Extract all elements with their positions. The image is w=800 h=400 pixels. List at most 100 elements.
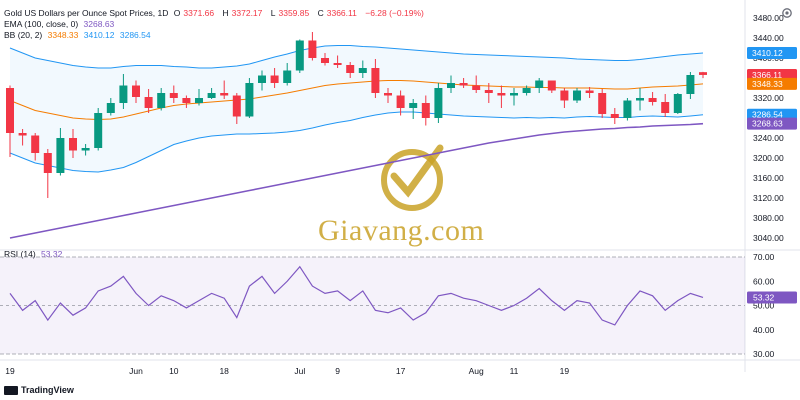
candle-body <box>245 83 254 117</box>
symbol-title: Gold US Dollars per Ounce Spot Prices, 1… <box>4 8 169 18</box>
candle <box>573 88 581 103</box>
change-value: −6.28 (−0.19%) <box>365 8 424 18</box>
candle <box>447 75 455 93</box>
rsi-panel: 30.00 40.00 50.00 60.00 70.00 53.32 <box>0 252 797 359</box>
candle <box>358 60 367 78</box>
candle-body <box>661 102 670 113</box>
candle <box>598 89 607 118</box>
candle <box>245 78 254 118</box>
time-tick-label: Jul <box>294 366 305 376</box>
ema-100-line <box>9 122 704 239</box>
candle <box>535 78 544 93</box>
bb-basis-tag: 3348.33 <box>747 77 797 90</box>
tradingview-logo[interactable]: TradingView <box>4 385 74 395</box>
candle-body <box>81 148 90 151</box>
candle-body <box>43 153 52 173</box>
time-tick-label: 10 <box>169 366 179 376</box>
candle <box>283 63 292 86</box>
candle <box>396 90 405 116</box>
bb-lower-tag-text: 3286.54 <box>752 110 783 120</box>
price-tick-label: 3080.00 <box>753 213 784 223</box>
candle <box>6 85 14 157</box>
candle <box>195 89 203 106</box>
price-tick-label: 3440.00 <box>753 33 784 43</box>
candle-body <box>157 93 166 108</box>
candle-body <box>484 90 493 93</box>
candle-body <box>333 63 342 65</box>
time-tick-label: Aug <box>469 366 484 376</box>
bb-basis-value: 3348.33 <box>47 30 79 40</box>
price-tick-label: 3200.00 <box>753 153 784 163</box>
candle <box>333 55 342 68</box>
candle-body <box>258 75 266 83</box>
candle <box>371 59 380 98</box>
candle-body <box>169 93 178 98</box>
candle <box>169 85 178 103</box>
candle-body <box>220 93 229 96</box>
rsi-value-tag: 53.32 <box>747 291 797 304</box>
gear-icon[interactable] <box>780 6 794 20</box>
time-tick-label: 9 <box>335 366 340 376</box>
candle <box>220 80 229 99</box>
candle-body <box>207 93 216 98</box>
time-tick-label: 11 <box>510 366 519 376</box>
candle-body <box>346 65 355 73</box>
price-tick-label: 3120.00 <box>753 193 784 203</box>
ema-label: EMA (100, close, 0) <box>4 19 79 29</box>
price-tick-label: 3160.00 <box>753 173 784 183</box>
candle <box>522 85 531 96</box>
candle <box>472 75 481 93</box>
candle <box>119 74 128 109</box>
candle <box>686 72 695 99</box>
ema-tag-bg <box>747 117 797 130</box>
candle <box>421 95 430 126</box>
candle <box>69 129 77 158</box>
candle-body <box>18 133 27 136</box>
bollinger-bands <box>9 45 704 173</box>
low-value: 3359.85 <box>278 8 310 18</box>
open-label: O <box>173 8 181 18</box>
bb-basis-tag-text: 3348.33 <box>752 79 783 89</box>
candle <box>18 129 27 146</box>
candle-body <box>421 103 430 118</box>
candle-body <box>31 135 40 153</box>
candle-body <box>699 72 707 75</box>
candle <box>610 108 619 124</box>
time-tick-label: 18 <box>219 366 229 376</box>
candle-body <box>396 95 405 108</box>
bb-fill <box>10 45 703 172</box>
candle-body <box>522 88 531 93</box>
candle <box>459 78 468 88</box>
price-tick-label: 3320.00 <box>753 93 784 103</box>
candle <box>94 108 103 151</box>
candle <box>144 89 153 113</box>
candle <box>132 80 140 103</box>
candle <box>182 95 191 108</box>
bb-basis-line <box>9 80 704 121</box>
candle <box>295 39 304 73</box>
candle-body <box>6 88 14 133</box>
rsi-label: RSI (14) <box>4 249 36 259</box>
candle <box>636 88 644 111</box>
bb-lower-line <box>9 111 704 173</box>
candle-body <box>384 93 392 96</box>
candle-body <box>598 93 607 114</box>
candle-body <box>283 70 292 83</box>
candle <box>434 83 443 123</box>
candle <box>31 133 40 161</box>
candle-body <box>56 138 65 173</box>
giavang-logo-icon <box>381 144 444 211</box>
candle-body <box>232 95 241 117</box>
ema-tag-text: 3268.63 <box>752 119 783 129</box>
ema-legend: EMA (100, close, 0) 3268.63 <box>4 19 117 30</box>
ohlc-legend: Gold US Dollars per Ounce Spot Prices, 1… <box>4 8 427 19</box>
rsi-tick-label: 60.00 <box>753 276 775 286</box>
rsi-legend: RSI (14) 53.32 <box>4 249 65 260</box>
rsi-tick-label: 30.00 <box>753 349 775 359</box>
candle-body <box>447 83 455 88</box>
candle-body <box>358 68 367 73</box>
candle <box>409 99 418 119</box>
candle <box>673 93 682 114</box>
